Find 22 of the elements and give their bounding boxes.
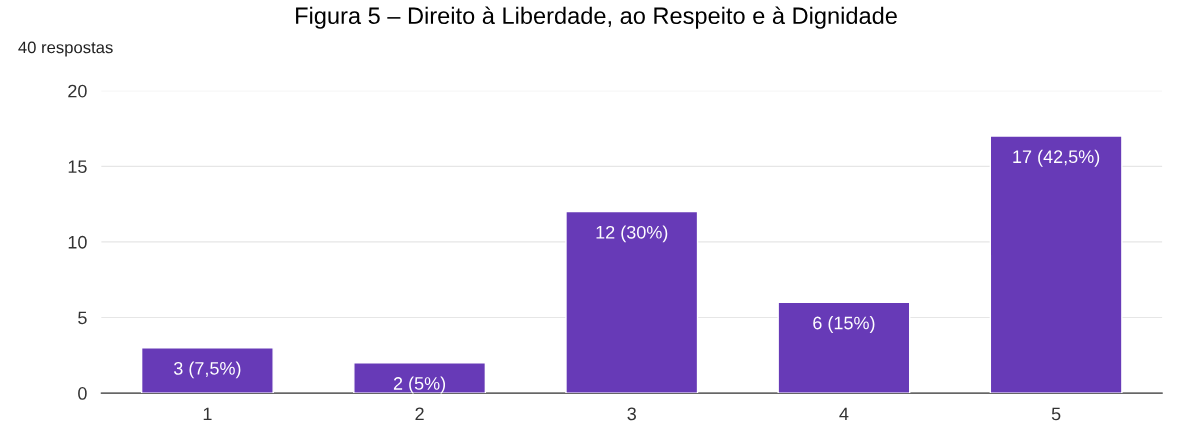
x-tick-label: 2 xyxy=(415,407,424,421)
data-label: 17 (42,5%) xyxy=(1013,149,1100,167)
data-label: 12 (30%) xyxy=(596,225,668,243)
chart-title: Figura 5 – Direito à Liberdade, ao Respeito e à Dignidade xyxy=(296,6,897,29)
data-label: 3 (7,5%) xyxy=(173,361,241,379)
y-tick-label: 15 xyxy=(68,160,87,174)
bar xyxy=(777,301,911,394)
y-tick-label: 10 xyxy=(68,235,87,249)
bar xyxy=(353,362,487,394)
bar xyxy=(140,347,274,394)
y-tick-label: 0 xyxy=(78,387,87,400)
y-tick-label: 20 xyxy=(68,84,87,98)
data-label: 2 (5%) xyxy=(393,376,446,394)
x-tick-label: 5 xyxy=(1051,407,1061,421)
x-tick-label: 1 xyxy=(203,407,212,421)
chart-subtitle: 40 respostas xyxy=(18,41,113,57)
bar xyxy=(565,210,699,394)
bar xyxy=(989,135,1123,394)
x-tick-label: 3 xyxy=(627,407,636,421)
x-tick-label: 4 xyxy=(839,407,849,421)
y-tick-label: 5 xyxy=(78,311,87,325)
data-label: 6 (15%) xyxy=(813,316,875,333)
